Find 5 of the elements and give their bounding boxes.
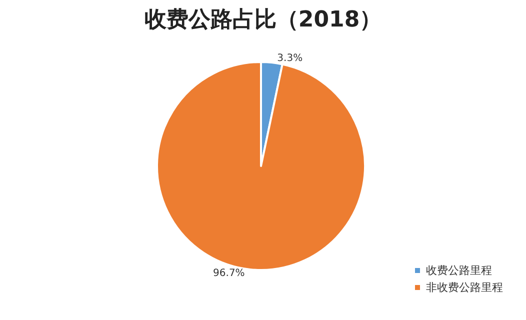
data-label: 3.3%: [277, 53, 303, 64]
chart-title: 收费公路占比（2018）: [144, 8, 382, 32]
legend-label: 收费公路里程: [426, 264, 492, 277]
data-label: 96.7%: [213, 268, 245, 279]
legend-label: 非收费公路里程: [426, 281, 503, 294]
